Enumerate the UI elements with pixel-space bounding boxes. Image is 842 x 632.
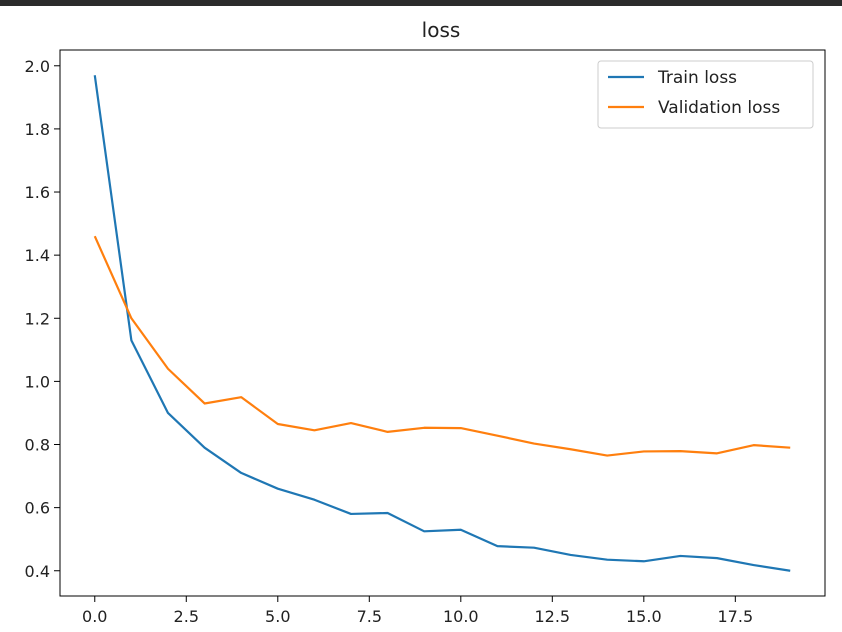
x-tick-label: 7.5 — [357, 607, 382, 626]
x-tick-label: 15.0 — [626, 607, 662, 626]
series-line-validation — [93, 235, 791, 457]
chart-title: loss — [422, 18, 461, 42]
plot-area — [59, 49, 826, 597]
plot-frame — [59, 49, 826, 597]
y-tick-label: 1.4 — [25, 246, 50, 265]
x-tick-label: 2.5 — [174, 607, 199, 626]
y-tick-label: 0.8 — [25, 436, 50, 455]
window-top-bar — [0, 0, 842, 6]
x-tick-label: 10.0 — [443, 607, 479, 626]
y-tick-label: 1.0 — [25, 372, 50, 391]
legend: Train loss Validation loss — [597, 60, 814, 129]
x-tick-label: 5.0 — [265, 607, 290, 626]
series-line-train — [93, 75, 791, 572]
x-tick-label: 17.5 — [718, 607, 754, 626]
legend-box — [597, 60, 814, 129]
y-tick-label: 1.8 — [25, 120, 50, 139]
y-tick-label: 1.6 — [25, 183, 50, 202]
x-tick-label: 12.5 — [534, 607, 570, 626]
legend-label: Train loss — [657, 68, 737, 88]
axes: 0.0 2.5 5.0 7.5 10.0 12.5 15.0 17.5 0.4 0.6 0.8 1.0… — [25, 57, 754, 626]
series-lines — [93, 75, 791, 572]
x-tick-label: 0.0 — [82, 607, 107, 626]
y-tick-label: 2.0 — [25, 57, 50, 76]
y-tick-label: 1.2 — [25, 309, 50, 328]
y-tick-label: 0.6 — [25, 499, 50, 518]
legend-label: Validation loss — [658, 98, 780, 118]
y-tick-label: 0.4 — [25, 562, 50, 581]
